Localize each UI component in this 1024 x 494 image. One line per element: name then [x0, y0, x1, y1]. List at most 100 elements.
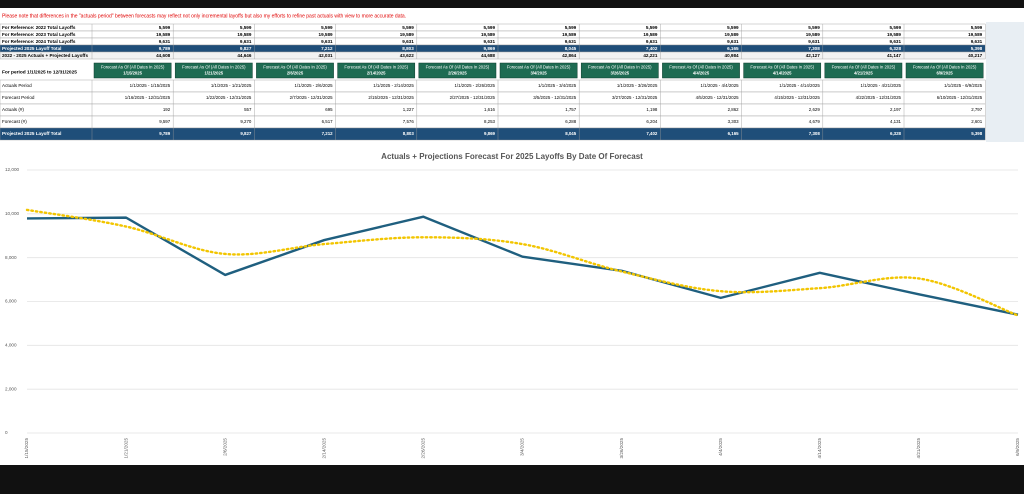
column-header — [174, 62, 253, 79]
forecast-cell: 9,789 — [159, 131, 171, 136]
column-date: 1/21/2025 — [204, 71, 223, 76]
column-header-text: Forecast As Of (All Dates In 2025) — [750, 65, 814, 70]
column-date: 2/6/2025 — [287, 71, 304, 76]
ref-row — [0, 51, 986, 60]
period-label: For period 1/1/2025 to 12/31/2025 — [2, 69, 77, 75]
x-tick-label: 4/21/2025 — [916, 438, 921, 459]
ref-cell: 44,646 — [237, 53, 251, 58]
column-header — [824, 62, 903, 79]
x-tick-label: 6/9/2025 — [1015, 438, 1020, 456]
forecast-cell: 1/1/2025 - 2/14/2025 — [373, 83, 414, 88]
forecast-row-label: Actuals Period — [2, 83, 32, 88]
series-line — [26, 215, 1019, 316]
ref-cell: 40,217 — [968, 53, 982, 58]
ref-cell: 43,622 — [400, 53, 414, 58]
forecast-cell: 6,204 — [646, 119, 658, 124]
forecast-cell: 2,197 — [890, 107, 902, 112]
ref-cell: 5,599 — [890, 25, 902, 30]
ref-cell: 19,589 — [400, 32, 414, 37]
ref-cell: 42,127 — [806, 53, 820, 58]
ref-cell: 5,599 — [971, 25, 983, 30]
x-tick-label: 4/14/2025 — [817, 438, 822, 459]
column-header — [256, 62, 334, 79]
forecast-cell: 1/1/2025 - 2/6/2025 — [295, 83, 334, 88]
ref-cell: 5,599 — [646, 25, 658, 30]
forecast-row-label: Forecast Period — [2, 95, 35, 100]
x-tick-label: 1/15/2025 — [24, 438, 29, 459]
column-header — [580, 62, 659, 79]
forecast-cell: 9,869 — [484, 131, 496, 136]
ref-cell: 5,599 — [727, 25, 739, 30]
ref-cell: 19,589 — [237, 32, 251, 37]
forecast-row-label: Actuals (#) — [2, 107, 24, 112]
forecast-cell: 6/10/2025 - 12/31/2025 — [937, 95, 983, 100]
ref-cell: 7,402 — [646, 46, 658, 51]
forecast-cell: 4,131 — [890, 119, 902, 124]
ref-cell: 9,631 — [565, 39, 577, 44]
column-header — [905, 62, 984, 79]
ref-cell: 42,031 — [319, 53, 333, 58]
forecast-cell: 4/22/2025 - 12/31/2025 — [856, 95, 902, 100]
x-tick-label: 2/14/2025 — [322, 438, 327, 459]
ref-cell: 6,165 — [727, 46, 739, 51]
ref-cell: 19,589 — [156, 32, 170, 37]
x-tick-label: 2/26/2025 — [421, 438, 426, 459]
ref-cell: 9,631 — [484, 39, 496, 44]
ref-cell: 5,599 — [240, 25, 252, 30]
forecast-cell: 7,212 — [322, 131, 334, 136]
ref-cell: 9,631 — [402, 39, 414, 44]
forecast-cell: 1/1/2025 - 4/21/2025 — [860, 83, 901, 88]
ref-cell: 9,631 — [321, 39, 333, 44]
x-tick-label: 2/6/2025 — [222, 438, 227, 456]
forecast-cell: 8,253 — [484, 119, 496, 124]
forecast-cell: 3/27/2025 - 12/31/2025 — [612, 95, 658, 100]
forecast-cell: 1/1/2025 - 1/15/2025 — [130, 83, 171, 88]
ref-cell: 19,589 — [643, 32, 657, 37]
forecast-cell: 1/1/2025 - 2/26/2025 — [454, 83, 495, 88]
top-bar — [0, 0, 1024, 8]
ref-cell: 19,589 — [725, 32, 739, 37]
note: Please note that differences in the "act… — [2, 13, 406, 19]
column-header-text: Forecast As Of (All Dates In 2025) — [182, 65, 246, 70]
forecast-cell: 9,597 — [159, 119, 171, 124]
column-header-text: Forecast As Of (All Dates In 2025) — [426, 65, 490, 70]
ref-cell: 8,803 — [402, 46, 414, 51]
x-tick-label: 3/26/2025 — [619, 438, 624, 459]
ref-cell: 9,827 — [240, 46, 252, 51]
forecast-cell: 1/16/2025 - 12/31/2025 — [125, 95, 171, 100]
column-header — [418, 62, 497, 79]
ref-row-label: For Reference: 2022 Total Layoffs — [2, 25, 76, 30]
column-header — [662, 62, 740, 79]
forecast-cell: 1,198 — [646, 107, 658, 112]
ref-cell: 7,212 — [321, 46, 333, 51]
forecast-cell: 3/5/2025 - 12/31/2025 — [533, 95, 577, 100]
ref-cell: 7,308 — [808, 46, 820, 51]
column-header-text: Forecast As Of (All Dates In 2025) — [263, 65, 327, 70]
forecast-cell: 2,601 — [971, 119, 983, 124]
column-date: 4/14/2025 — [773, 71, 792, 76]
x-tick-label: 4/4/2025 — [718, 438, 723, 456]
forecast-cell: 1/1/2025 - 3/26/2025 — [617, 83, 658, 88]
ref-cell: 19,589 — [319, 32, 333, 37]
ref-cell: 41,147 — [887, 53, 901, 58]
column-header-text: Forecast As Of (All Dates In 2025) — [832, 65, 896, 70]
forecast-cell: 6,328 — [890, 131, 902, 136]
x-tick-label: 3/4/2025 — [520, 438, 525, 456]
ref-cell: 5,599 — [808, 25, 820, 30]
ref-cell: 19,589 — [481, 32, 495, 37]
column-date: 4/4/2025 — [693, 71, 710, 76]
column-date: 3/26/2025 — [610, 71, 629, 76]
forecast-cell: 5,398 — [971, 131, 983, 136]
column-date: 4/21/2025 — [854, 71, 873, 76]
forecast-cell: 1/1/2025 - 4/4/2025 — [701, 83, 740, 88]
column-date: 3/4/2025 — [530, 71, 547, 76]
ref-row-label: Projected 2025 Layoff Total — [2, 46, 61, 51]
ref-cell: 5,398 — [971, 46, 983, 51]
forecast-row — [0, 127, 986, 141]
bottom-bar — [0, 465, 1024, 494]
forecast-cell: 1,616 — [484, 107, 496, 112]
ref-cell: 44,688 — [481, 53, 495, 58]
column-date: 2/26/2025 — [448, 71, 467, 76]
ref-cell: 42,221 — [643, 53, 657, 58]
